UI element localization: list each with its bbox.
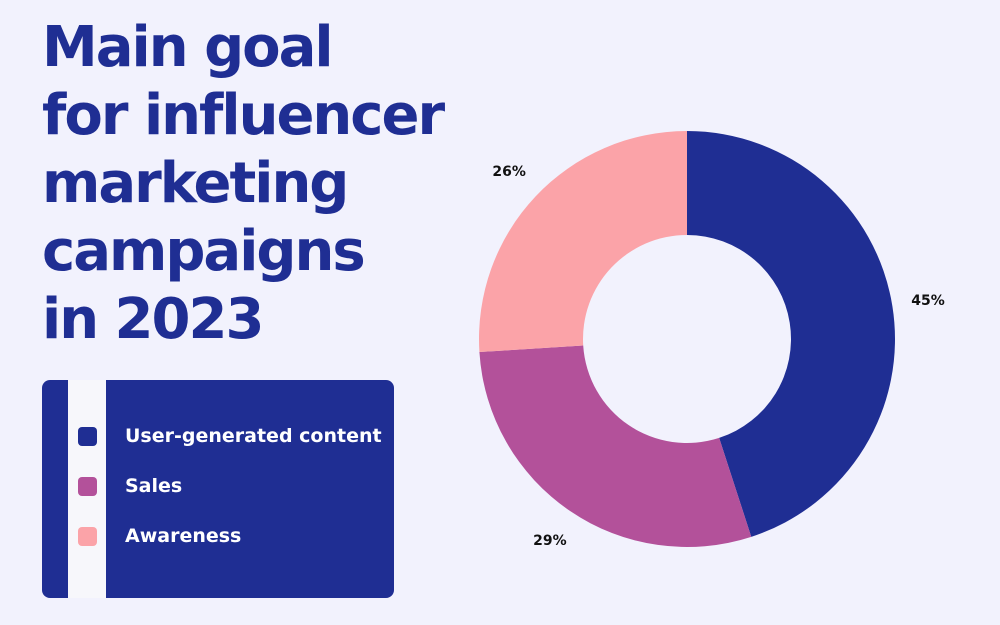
legend-swatch-user-generated-content [78,426,97,446]
title-line-5: in 2023 [42,287,264,352]
legend-item-user-generated-content: User-generated content [78,424,382,448]
legend-label-user-generated-content: User-generated content [125,425,382,447]
data-label-sales: 29% [533,533,567,549]
legend-swatch-awareness [78,526,97,546]
legend-item-awareness: Awareness [78,524,241,548]
chart-legend: User-generated content Sales Awareness [42,380,394,598]
legend-swatch-sales [78,476,97,496]
legend-label-sales: Sales [125,475,183,497]
data-label-user-generated-content: 45% [911,293,945,309]
page-title: Main goal for influencer marketing campa… [42,14,462,354]
donut-slice-awareness [478,131,687,353]
donut-slice-sales [479,345,752,547]
title-line-4: campaigns [42,219,366,284]
title-line-1: Main goal [42,15,334,80]
title-line-2: for influencer [42,83,445,148]
donut-slice-user-generated-content [687,131,896,537]
data-label-awareness: 26% [492,164,526,180]
legend-label-awareness: Awareness [125,525,242,547]
title-line-3: marketing [42,151,349,216]
legend-item-sales: Sales [78,474,182,498]
